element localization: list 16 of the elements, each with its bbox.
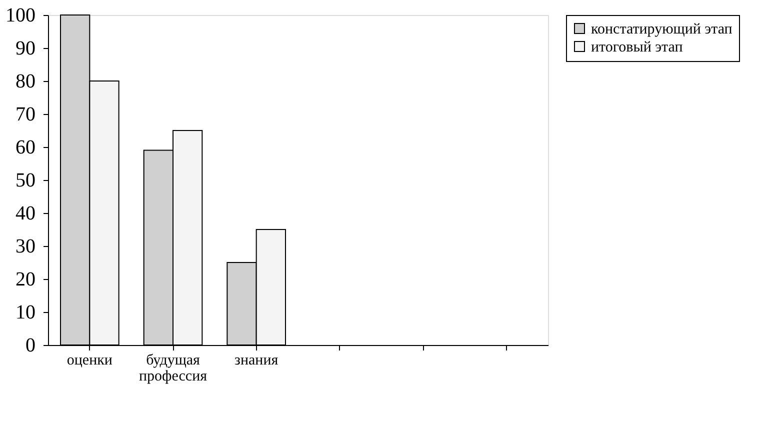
x-tick-label: оценки [66,352,112,368]
y-tick-label: 90 [16,38,36,60]
y-tick-label: 40 [16,202,36,224]
y-tick-label: 30 [16,236,36,258]
legend-label: итоговый этап [591,40,683,56]
y-tick-label: 60 [16,136,36,158]
y-tick-label: 70 [16,104,36,126]
y-tick-label: 50 [16,170,36,192]
legend-label: констатирующий этап [591,22,732,38]
x-tick-label: будущая профессия [138,352,208,384]
y-tick-label: 100 [6,4,36,26]
y-tick-label: 80 [16,70,36,92]
y-tick-label: 0 [26,334,36,356]
y-tick-label: 10 [16,302,36,324]
x-tick-label: знания [234,352,278,368]
y-tick-label: 20 [16,268,36,290]
